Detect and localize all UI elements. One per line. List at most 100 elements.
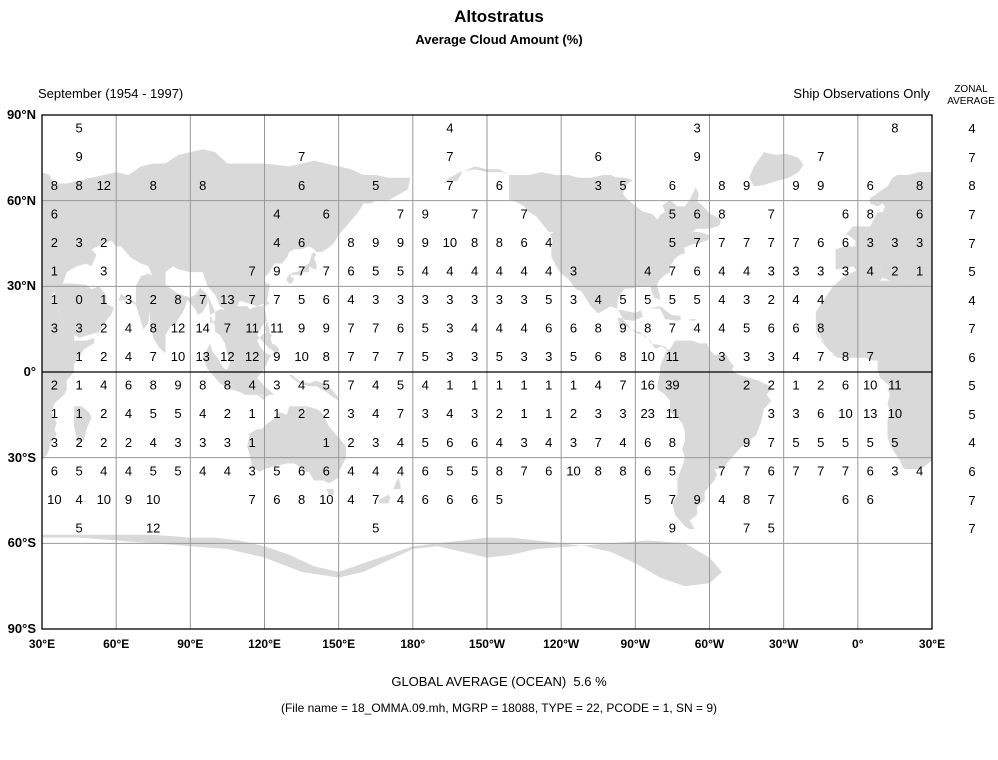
svg-text:6: 6: [817, 406, 824, 421]
svg-text:3: 3: [496, 292, 503, 307]
svg-text:6: 6: [768, 321, 775, 336]
svg-text:5: 5: [150, 406, 157, 421]
svg-text:3: 3: [768, 264, 775, 279]
svg-text:6: 6: [51, 463, 58, 478]
svg-text:1: 1: [248, 435, 255, 450]
svg-text:3: 3: [51, 321, 58, 336]
svg-text:14: 14: [195, 321, 209, 336]
svg-text:7: 7: [718, 235, 725, 250]
svg-text:7: 7: [817, 149, 824, 164]
svg-text:7: 7: [842, 463, 849, 478]
svg-text:3: 3: [545, 349, 552, 364]
svg-text:6: 6: [545, 463, 552, 478]
svg-text:2: 2: [125, 435, 132, 450]
svg-text:8: 8: [595, 463, 602, 478]
svg-text:9: 9: [125, 492, 132, 507]
svg-text:7: 7: [743, 521, 750, 536]
svg-text:3: 3: [125, 292, 132, 307]
svg-text:7: 7: [471, 206, 478, 221]
svg-text:9: 9: [693, 492, 700, 507]
svg-text:5: 5: [75, 463, 82, 478]
svg-text:9: 9: [743, 178, 750, 193]
svg-text:13: 13: [863, 406, 877, 421]
svg-text:6: 6: [397, 321, 404, 336]
svg-text:3: 3: [397, 292, 404, 307]
svg-text:10: 10: [443, 235, 457, 250]
svg-text:4: 4: [347, 492, 354, 507]
svg-text:1: 1: [75, 349, 82, 364]
svg-text:10: 10: [838, 406, 852, 421]
svg-text:1: 1: [75, 378, 82, 393]
svg-text:4: 4: [619, 435, 626, 450]
svg-text:7: 7: [768, 235, 775, 250]
svg-text:4: 4: [718, 492, 725, 507]
svg-text:4: 4: [372, 378, 379, 393]
svg-text:7: 7: [323, 264, 330, 279]
svg-text:4: 4: [595, 292, 602, 307]
svg-text:4: 4: [545, 435, 552, 450]
svg-text:4: 4: [520, 264, 527, 279]
svg-text:8: 8: [174, 292, 181, 307]
svg-text:5: 5: [471, 463, 478, 478]
svg-text:9: 9: [792, 178, 799, 193]
svg-text:7: 7: [298, 149, 305, 164]
svg-text:6: 6: [496, 178, 503, 193]
svg-text:4: 4: [199, 406, 206, 421]
svg-text:6: 6: [545, 321, 552, 336]
svg-text:9: 9: [323, 321, 330, 336]
svg-text:4: 4: [693, 321, 700, 336]
svg-text:10: 10: [47, 492, 61, 507]
svg-text:10: 10: [146, 492, 160, 507]
svg-text:3: 3: [693, 121, 700, 136]
svg-text:4: 4: [471, 264, 478, 279]
svg-text:5: 5: [570, 349, 577, 364]
svg-text:3: 3: [570, 264, 577, 279]
svg-text:6: 6: [520, 235, 527, 250]
svg-text:4: 4: [446, 406, 453, 421]
svg-text:5: 5: [792, 435, 799, 450]
svg-text:6: 6: [792, 321, 799, 336]
svg-text:3: 3: [743, 349, 750, 364]
svg-text:1: 1: [273, 406, 280, 421]
svg-text:12: 12: [97, 178, 111, 193]
svg-text:8: 8: [496, 463, 503, 478]
svg-text:7: 7: [273, 292, 280, 307]
svg-text:7: 7: [768, 492, 775, 507]
svg-text:9: 9: [669, 521, 676, 536]
svg-text:3: 3: [570, 435, 577, 450]
svg-text:8: 8: [496, 235, 503, 250]
svg-text:3: 3: [817, 264, 824, 279]
svg-text:6: 6: [644, 435, 651, 450]
svg-text:5: 5: [273, 463, 280, 478]
svg-text:3: 3: [174, 435, 181, 450]
svg-text:3: 3: [916, 235, 923, 250]
svg-text:4: 4: [125, 321, 132, 336]
svg-text:2: 2: [51, 378, 58, 393]
svg-text:5: 5: [496, 349, 503, 364]
svg-text:8: 8: [718, 178, 725, 193]
svg-text:8: 8: [150, 378, 157, 393]
svg-text:4: 4: [298, 378, 305, 393]
svg-text:6: 6: [422, 492, 429, 507]
svg-text:0: 0: [75, 292, 82, 307]
svg-text:8: 8: [644, 321, 651, 336]
svg-text:10: 10: [888, 406, 902, 421]
svg-text:4: 4: [224, 463, 231, 478]
svg-text:8: 8: [347, 235, 354, 250]
svg-text:12: 12: [171, 321, 185, 336]
svg-text:2: 2: [768, 292, 775, 307]
svg-text:2: 2: [570, 406, 577, 421]
svg-text:4: 4: [397, 435, 404, 450]
svg-text:4: 4: [347, 292, 354, 307]
svg-text:8: 8: [595, 321, 602, 336]
svg-text:4: 4: [273, 235, 280, 250]
svg-text:6: 6: [842, 492, 849, 507]
svg-text:7: 7: [446, 178, 453, 193]
svg-text:6: 6: [595, 349, 602, 364]
svg-text:7: 7: [792, 463, 799, 478]
svg-text:8: 8: [619, 349, 626, 364]
svg-text:4: 4: [125, 463, 132, 478]
svg-text:5: 5: [768, 521, 775, 536]
svg-text:6: 6: [347, 264, 354, 279]
svg-text:2: 2: [150, 292, 157, 307]
